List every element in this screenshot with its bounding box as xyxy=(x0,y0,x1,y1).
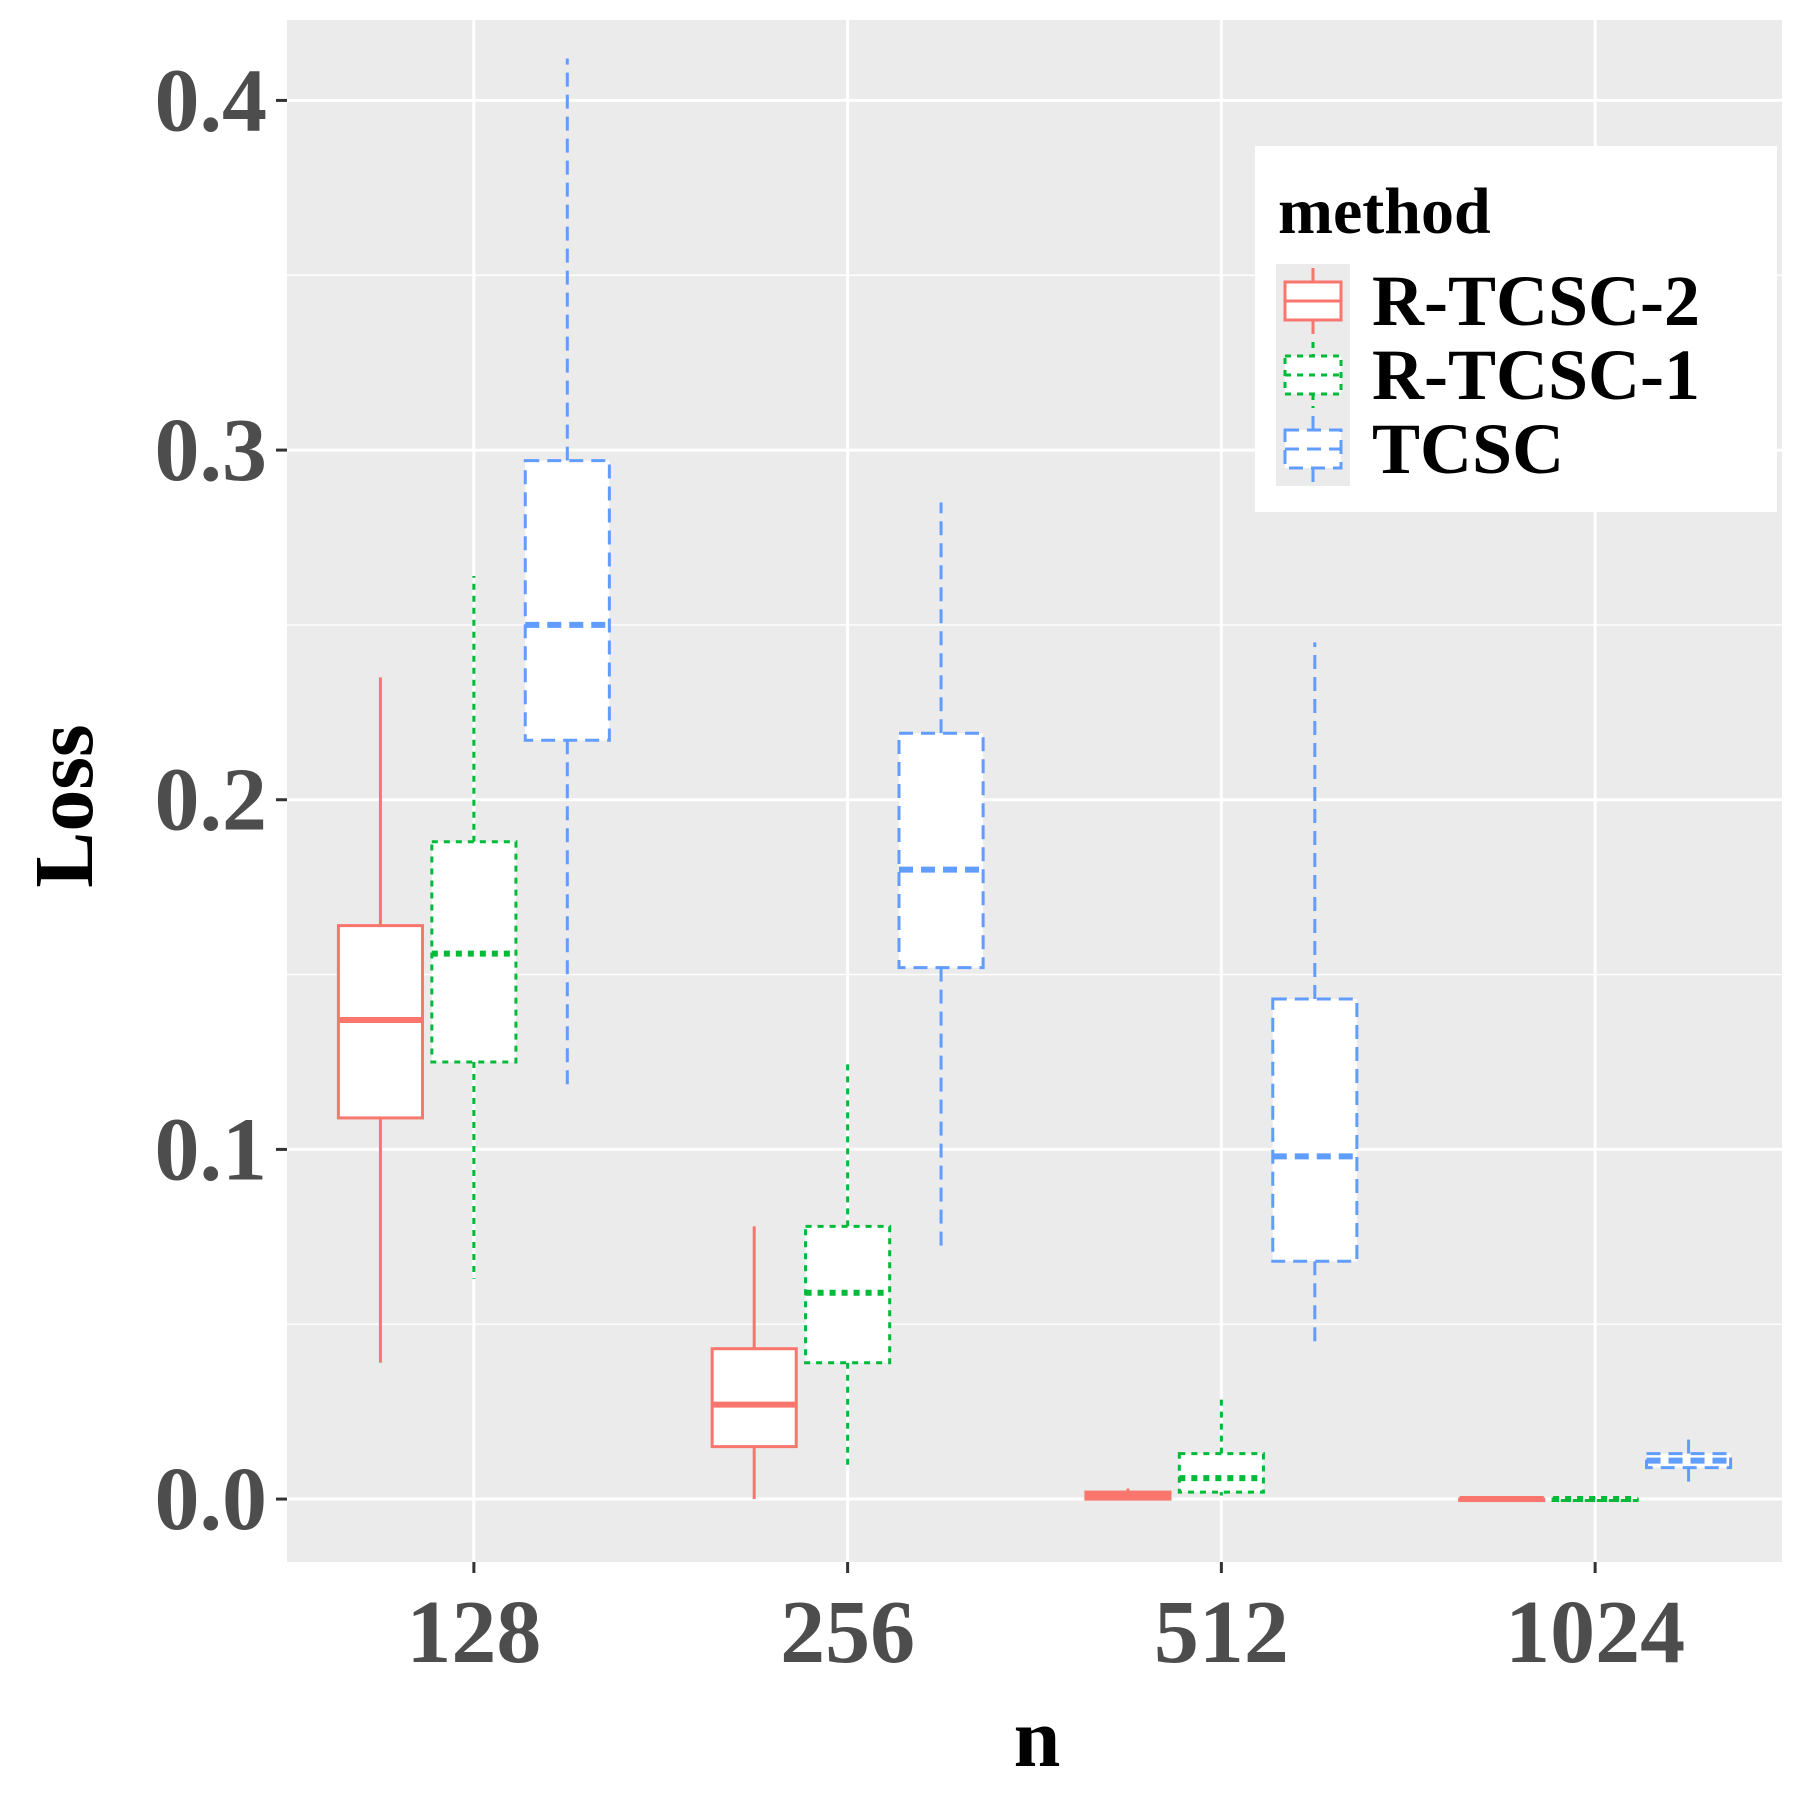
box-iqr xyxy=(710,1347,798,1449)
axes: 0.0 0.1 0.2 0.3 0.4 128 256 512 1024 xyxy=(155,51,1686,1682)
x-tick-label: 256 xyxy=(780,1583,915,1682)
box-tcsc-256 xyxy=(897,502,985,1251)
box-r-tcsc-1-256 xyxy=(804,1058,892,1468)
box-r-tcsc-2-1024 xyxy=(1458,1496,1546,1503)
box-r-tcsc-2-512 xyxy=(1084,1488,1172,1501)
box-tcsc-512 xyxy=(1271,642,1359,1349)
boxes xyxy=(336,58,1733,1503)
legend-label: R-TCSC-2 xyxy=(1372,261,1700,341)
x-tick-label: 128 xyxy=(406,1583,541,1682)
legend-key-tcsc xyxy=(1276,412,1350,486)
legend-title: method xyxy=(1278,175,1491,248)
x-tick-label: 512 xyxy=(1154,1583,1289,1682)
y-axis-title: Loss xyxy=(18,724,111,887)
box-iqr xyxy=(523,459,611,742)
box-r-tcsc-1-128 xyxy=(430,575,518,1279)
x-axis-title: n xyxy=(1014,1692,1061,1785)
y-tick-label: 0.3 xyxy=(155,401,268,500)
legend-label: TCSC xyxy=(1372,409,1564,489)
box-tcsc-128 xyxy=(523,58,611,1090)
y-tick-label: 0.2 xyxy=(155,751,268,850)
series-r-tcsc-1 xyxy=(430,575,1639,1503)
series-r-tcsc-2 xyxy=(336,677,1546,1503)
series-tcsc xyxy=(523,58,1733,1486)
box-iqr xyxy=(897,731,985,970)
box-tcsc-1024 xyxy=(1645,1436,1733,1486)
box-r-tcsc-1-1024 xyxy=(1551,1496,1639,1503)
box-r-tcsc-2-128 xyxy=(336,677,424,1363)
box-r-tcsc-2-256 xyxy=(710,1226,798,1500)
legend-key-r-tcsc-1 xyxy=(1276,338,1350,412)
y-tick-label: 0.4 xyxy=(155,51,268,150)
x-tick-label: 1024 xyxy=(1505,1583,1685,1682)
y-tick-label: 0.0 xyxy=(155,1450,268,1549)
legend-label: R-TCSC-1 xyxy=(1372,335,1700,415)
box-iqr xyxy=(1271,997,1359,1263)
box-iqr xyxy=(1177,1452,1265,1494)
legend-key-r-tcsc-2 xyxy=(1276,264,1350,338)
y-tick-label: 0.1 xyxy=(155,1100,268,1199)
box-r-tcsc-1-512 xyxy=(1177,1397,1265,1496)
